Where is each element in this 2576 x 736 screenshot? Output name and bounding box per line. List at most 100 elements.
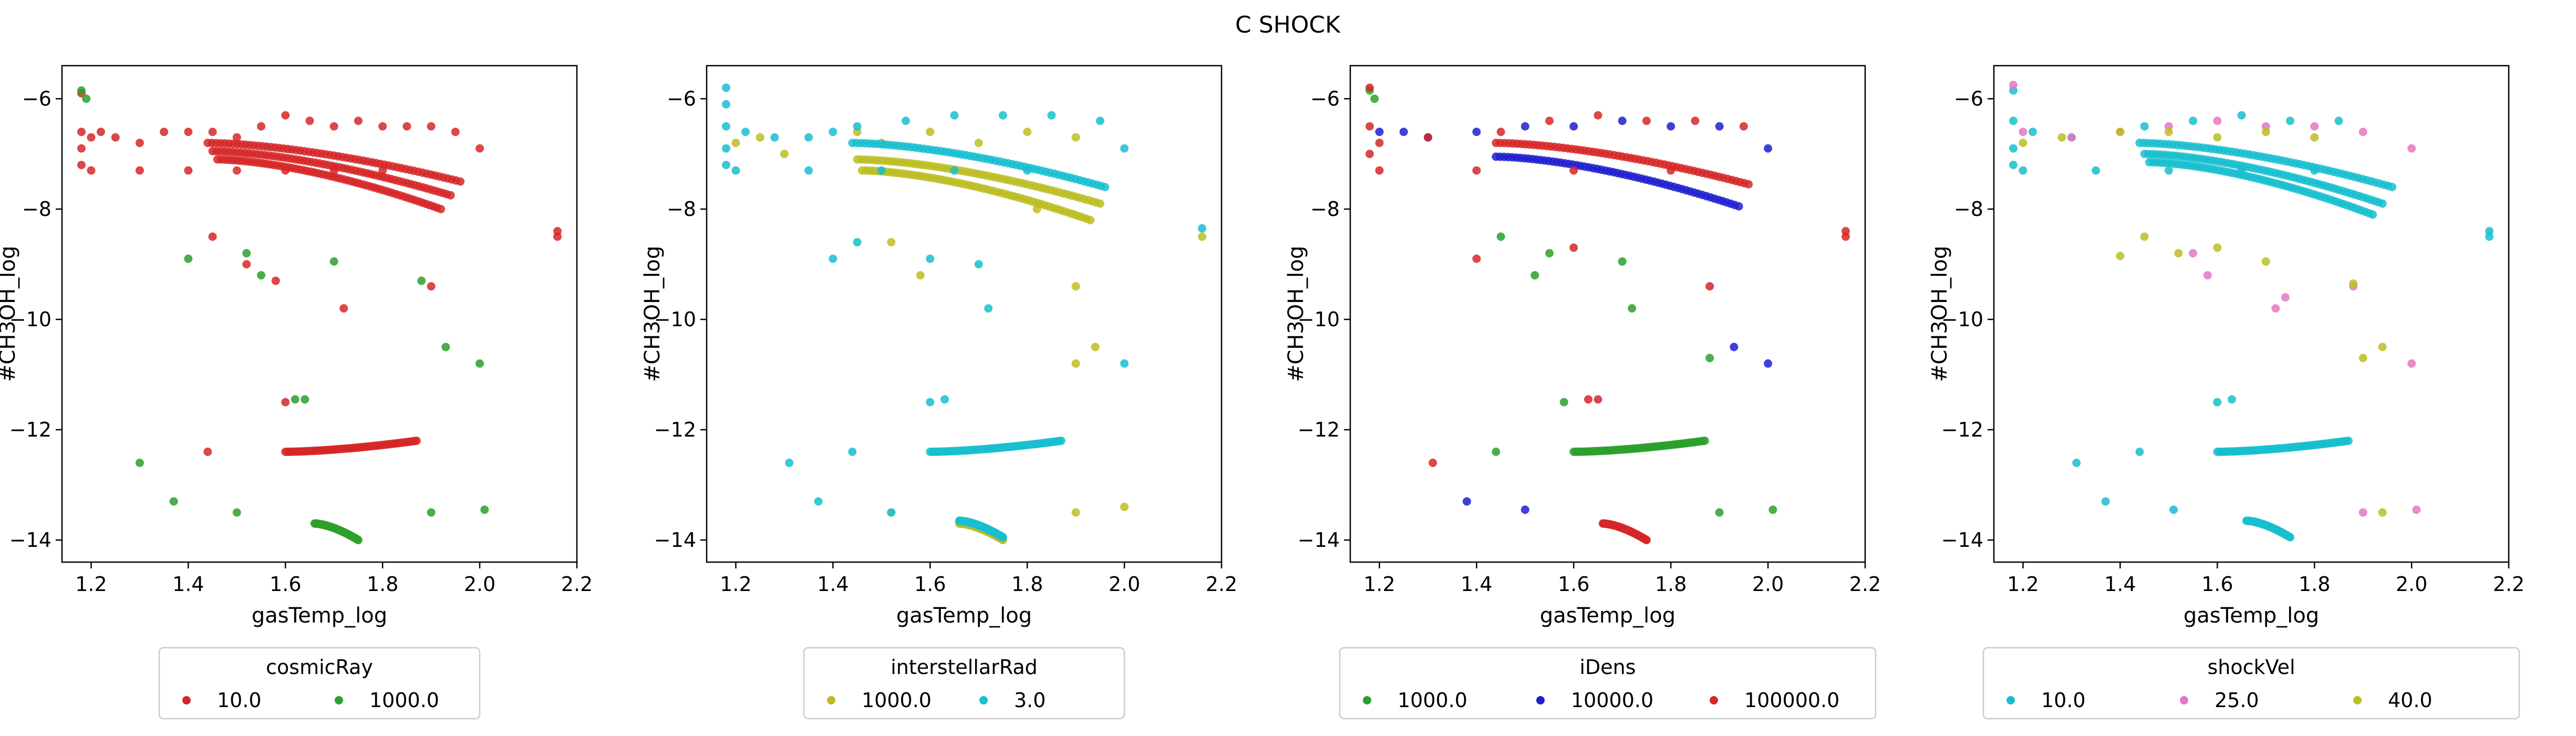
data-point <box>456 177 465 186</box>
data-point <box>731 139 740 147</box>
data-point <box>2358 508 2367 517</box>
x-axis-label: gasTemp_log <box>896 604 1032 628</box>
legend-entry: 10000.0 <box>1571 689 1653 712</box>
series-3-1 <box>1365 86 1777 517</box>
data-point <box>1545 249 1554 257</box>
data-point <box>87 166 96 175</box>
x-tick-label: 1.4 <box>2104 573 2136 596</box>
data-point <box>2213 117 2222 125</box>
legend-box <box>158 647 481 720</box>
data-point <box>926 398 935 407</box>
y-axis-label: #CH3OH_log <box>1284 246 1308 382</box>
data-point <box>721 84 730 92</box>
data-point <box>1423 133 1432 142</box>
data-point <box>1429 459 1437 467</box>
data-point <box>1842 232 1850 241</box>
y-tick-label: −8 <box>1954 198 1983 221</box>
data-point <box>1472 166 1481 175</box>
y-tick-label: −10 <box>9 308 51 331</box>
data-point <box>135 459 144 467</box>
data-point <box>2228 395 2237 404</box>
data-point <box>2485 232 2494 241</box>
data-point <box>2368 210 2377 219</box>
data-point <box>1399 128 1408 136</box>
data-point <box>354 536 363 544</box>
x-tick-label: 1.8 <box>2299 573 2330 596</box>
legend-entry: 1000.0 <box>369 689 439 712</box>
data-point <box>2378 343 2387 351</box>
chart-panel-1: 1.2 1.4 1.6 1.8 2.0 2.2 −6 −8 −10 −12 −14 gasTemp_l… <box>0 65 593 720</box>
data-point <box>1520 505 1529 514</box>
x-tick-label: 1.6 <box>1558 573 1589 596</box>
data-point <box>2271 304 2280 313</box>
data-point <box>77 128 86 136</box>
data-point <box>232 133 241 142</box>
data-point <box>1520 122 1529 131</box>
data-point <box>1618 117 1627 125</box>
y-tick-label: −12 <box>654 418 696 441</box>
data-point <box>184 128 193 136</box>
x-axis-label: gasTemp_log <box>2184 604 2319 628</box>
y-tick-label: −10 <box>654 308 696 331</box>
data-point <box>1642 536 1651 544</box>
data-point <box>2358 128 2367 136</box>
data-point <box>2237 111 2246 120</box>
data-point <box>1700 437 1709 445</box>
data-point <box>475 359 484 368</box>
data-point <box>1584 395 1593 404</box>
data-point <box>2310 122 2319 131</box>
series-3-3 <box>1365 84 1850 544</box>
data-point <box>1071 508 1080 517</box>
data-point <box>2140 232 2149 241</box>
data-point <box>2072 459 2081 467</box>
data-point <box>257 122 266 131</box>
data-point <box>169 497 178 506</box>
data-point <box>77 161 86 169</box>
x-tick-label: 1.4 <box>817 573 849 596</box>
y-axis-label: #CH3OH_log <box>1928 246 1952 382</box>
chart-panel-3: 1.2 1.4 1.6 1.8 2.0 2.2 −6 −8 −10 −12 −14 gasTemp_l… <box>1284 65 1881 720</box>
data-point <box>2009 161 2018 169</box>
data-point <box>1091 343 1100 351</box>
data-point <box>1492 448 1501 456</box>
data-point <box>96 128 105 136</box>
x-tick-label: 2.0 <box>1752 573 1784 596</box>
data-point <box>378 122 387 131</box>
y-tick-label: −10 <box>1941 308 1983 331</box>
data-point <box>329 122 338 131</box>
data-point <box>974 260 983 268</box>
legend-marker <box>2180 696 2188 704</box>
chart-panel-2: 1.2 1.4 1.6 1.8 2.0 2.2 −6 −8 −10 −12 −14 gasTemp_l… <box>640 65 1237 720</box>
x-tick-label: 1.6 <box>914 573 946 596</box>
series-1-2 <box>77 86 489 544</box>
y-tick-label: −6 <box>1310 87 1340 110</box>
data-point <box>2281 293 2290 302</box>
data-point <box>257 271 266 279</box>
data-point <box>2169 505 2178 514</box>
legend: interstellarRad 1000.0 3.0 <box>803 647 1125 720</box>
legend-title: cosmicRay <box>266 656 373 679</box>
legend: iDens 1000.0 10000.0 100000.0 <box>1339 647 1877 720</box>
data-point <box>974 139 983 147</box>
data-point <box>446 191 455 200</box>
data-point <box>804 166 813 175</box>
series-2-2 <box>721 84 1207 542</box>
data-point <box>1375 128 1384 136</box>
legend-entry: 10.0 <box>217 689 262 712</box>
data-point <box>785 459 794 467</box>
data-point <box>1496 232 1505 241</box>
data-point <box>2092 166 2101 175</box>
legend-entry: 1000.0 <box>1398 689 1467 712</box>
data-point <box>1705 282 1714 291</box>
data-point <box>427 122 436 131</box>
legend-marker <box>827 696 835 704</box>
plot-frame <box>61 65 578 563</box>
data-point <box>1768 505 1777 514</box>
data-point <box>1071 133 1080 142</box>
data-point <box>2213 243 2222 252</box>
data-point <box>721 144 730 153</box>
x-tick-label: 1.2 <box>1363 573 1395 596</box>
data-point <box>281 111 290 120</box>
y-axis-label: #CH3OH_log <box>640 246 665 382</box>
data-point <box>2407 359 2416 368</box>
